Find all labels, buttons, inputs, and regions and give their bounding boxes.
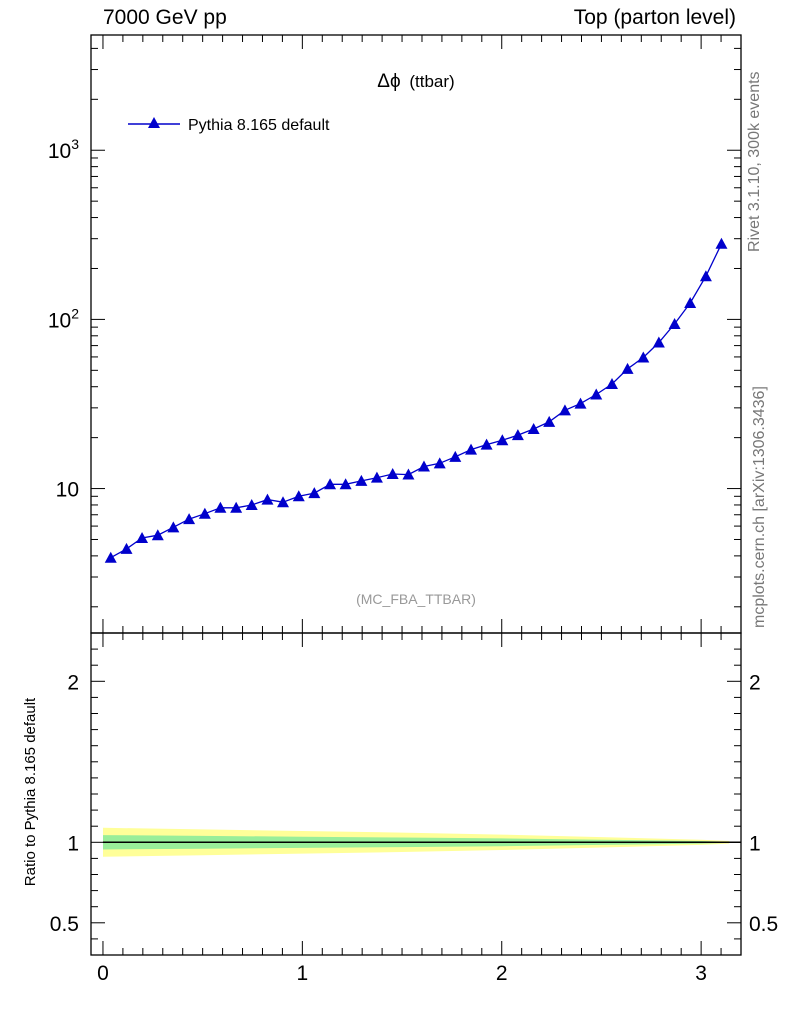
ratio-plot-frame — [90, 632, 742, 956]
analysis-watermark: (MC_FBA_TTBAR) — [356, 591, 476, 607]
ratio-y-axis-label: Ratio to Pythia 8.165 default — [22, 697, 39, 886]
plot-title-suffix: (ttbar) — [409, 72, 454, 91]
ratio-y-tick-label-left: 1 — [67, 832, 79, 855]
data-point-marker — [496, 434, 509, 446]
ratio-x-tick-label: 1 — [297, 962, 309, 985]
series-line — [110, 243, 723, 559]
data-point-marker — [558, 404, 571, 416]
data-point-marker — [339, 478, 352, 490]
ratio-y-tick-label-left: 0.5 — [50, 913, 79, 936]
data-point-marker — [277, 496, 290, 508]
main-y-tick-label: 10 — [56, 479, 79, 502]
data-point-marker — [230, 501, 243, 513]
data-point-marker — [261, 493, 274, 505]
legend-marker — [148, 117, 160, 128]
data-point-marker — [292, 490, 305, 502]
legend-label: Pythia 8.165 default — [188, 117, 330, 134]
data-point-marker — [465, 443, 478, 455]
data-point-marker — [668, 317, 681, 329]
data-point-marker — [684, 297, 697, 309]
data-point-marker — [402, 468, 415, 480]
main-y-tick-label: 103 — [48, 136, 79, 163]
data-point-marker — [198, 507, 211, 519]
data-point-marker — [590, 388, 603, 400]
data-point-marker — [715, 237, 728, 249]
plot-title-symbol: Δϕ — [377, 71, 400, 92]
data-point-marker — [151, 529, 164, 541]
data-point-marker — [355, 474, 368, 486]
data-point-marker — [605, 378, 618, 390]
ratio-y-tick-label-right: 0.5 — [749, 913, 778, 936]
data-point-marker — [621, 362, 634, 374]
ratio-x-tick-label: 3 — [695, 962, 707, 985]
ratio-y-tick-label-left: 2 — [67, 671, 79, 694]
data-point-marker — [167, 521, 180, 533]
ratio-y-tick-label-right: 2 — [749, 671, 761, 694]
data-point-marker — [120, 542, 133, 554]
data-point-marker — [449, 450, 462, 462]
header-process-label: Top (parton level) — [573, 6, 736, 29]
data-point-marker — [511, 429, 524, 441]
data-point-marker — [370, 471, 383, 483]
data-point-marker — [136, 532, 149, 544]
data-point-marker — [183, 513, 196, 525]
data-point-marker — [308, 487, 321, 499]
plot-title: Δϕ (ttbar) — [377, 71, 454, 92]
data-point-marker — [527, 422, 540, 434]
data-point-marker — [386, 467, 399, 479]
main-y-tick-label: 102 — [48, 305, 79, 332]
data-point-marker — [574, 397, 587, 409]
rivet-version-label: Rivet 3.1.10, 300k events — [746, 71, 763, 252]
data-point-marker — [652, 336, 665, 348]
data-point-marker — [245, 498, 258, 510]
data-point-marker — [699, 270, 712, 282]
data-point-marker — [637, 351, 650, 363]
data-point-marker — [480, 438, 493, 450]
data-point-marker — [324, 478, 337, 490]
data-point-marker — [214, 501, 227, 513]
header-energy-label: 7000 GeV pp — [103, 6, 227, 29]
ratio-y-tick-label-right: 1 — [749, 832, 761, 855]
mcplots-source-label: mcplots.cern.ch [arXiv:1306.3436] — [751, 386, 768, 628]
data-point-marker — [543, 415, 556, 427]
ratio-x-tick-label: 0 — [97, 962, 109, 985]
legend: Pythia 8.165 default — [128, 117, 330, 134]
ratio-x-tick-label: 2 — [496, 962, 508, 985]
data-point-marker — [417, 460, 430, 472]
data-point-marker — [104, 551, 117, 563]
data-point-marker — [433, 457, 446, 469]
